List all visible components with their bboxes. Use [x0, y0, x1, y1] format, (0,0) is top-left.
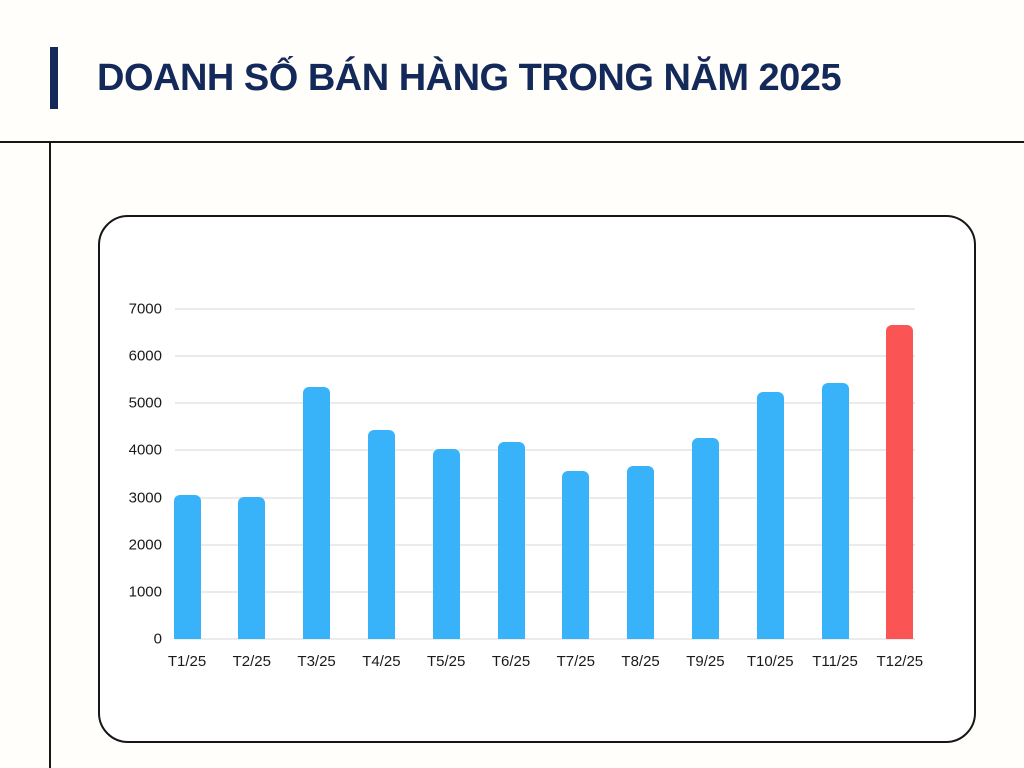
- gridline-3000: [175, 496, 915, 499]
- x-tick-label-T3/25: T3/25: [297, 653, 336, 670]
- bar-T9/25: [691, 437, 719, 639]
- gridline-5000: [175, 402, 915, 405]
- y-tick-label-1000: 1000: [128, 583, 162, 601]
- bar-T12/25: [886, 324, 914, 639]
- bar-T4/25: [367, 429, 395, 639]
- gridline-0: [175, 638, 915, 640]
- x-tick-label-T11/25: T11/25: [812, 653, 858, 670]
- x-tick-label-T12/25: T12/25: [876, 653, 924, 670]
- x-tick-label-T7/25: T7/25: [556, 653, 595, 670]
- page-title: DOANH SỐ BÁN HÀNG TRONG NĂM 2025: [97, 56, 842, 99]
- gridline-1000: [175, 590, 915, 593]
- bar-T7/25: [562, 470, 590, 639]
- sales-bar-chart: 0 1000 2000 3000 4000 5000 6000 7000 T1/25 T2/25…: [100, 217, 974, 741]
- x-tick-label-T9/25: T9/25: [686, 653, 725, 670]
- y-tick-label-5000: 5000: [128, 394, 162, 412]
- y-tick-label-6000: 6000: [128, 347, 162, 365]
- bar-T11/25: [821, 382, 849, 639]
- bar-T6/25: [497, 441, 525, 639]
- bar-T10/25: [756, 392, 784, 639]
- gridline-6000: [175, 355, 915, 358]
- y-tick-label-0: 0: [153, 630, 162, 648]
- bar-T1/25: [173, 495, 201, 639]
- y-tick-label-3000: 3000: [128, 489, 162, 507]
- chart-card: 0 1000 2000 3000 4000 5000 6000 7000 T1/25 T2/25…: [98, 215, 976, 743]
- y-tick-label-4000: 4000: [128, 441, 162, 459]
- gridline-2000: [175, 543, 915, 546]
- bar-T8/25: [627, 466, 655, 639]
- y-tick-label-7000: 7000: [128, 300, 162, 318]
- x-tick-label-T6/25: T6/25: [491, 653, 531, 670]
- vertical-divider: [49, 141, 51, 768]
- x-tick-label-T8/25: T8/25: [621, 653, 660, 670]
- x-tick-label-T2/25: T2/25: [232, 653, 271, 670]
- x-tick-label-T1/25: T1/25: [167, 653, 207, 670]
- horizontal-divider: [0, 141, 1024, 143]
- bar-T2/25: [238, 497, 266, 639]
- gridline-4000: [175, 449, 915, 452]
- x-tick-label-T10/25: T10/25: [746, 653, 794, 670]
- plot-area: [173, 308, 915, 640]
- report-header: DOANH SỐ BÁN HÀNG TRONG NĂM 2025: [50, 47, 842, 109]
- x-tick-label-T4/25: T4/25: [362, 653, 401, 670]
- bar-T3/25: [303, 386, 331, 639]
- x-tick-label-T5/25: T5/25: [427, 653, 466, 670]
- bar-T5/25: [432, 449, 460, 639]
- gridline-7000: [175, 308, 915, 310]
- y-tick-label-2000: 2000: [128, 536, 162, 554]
- title-accent-bar: [50, 47, 58, 109]
